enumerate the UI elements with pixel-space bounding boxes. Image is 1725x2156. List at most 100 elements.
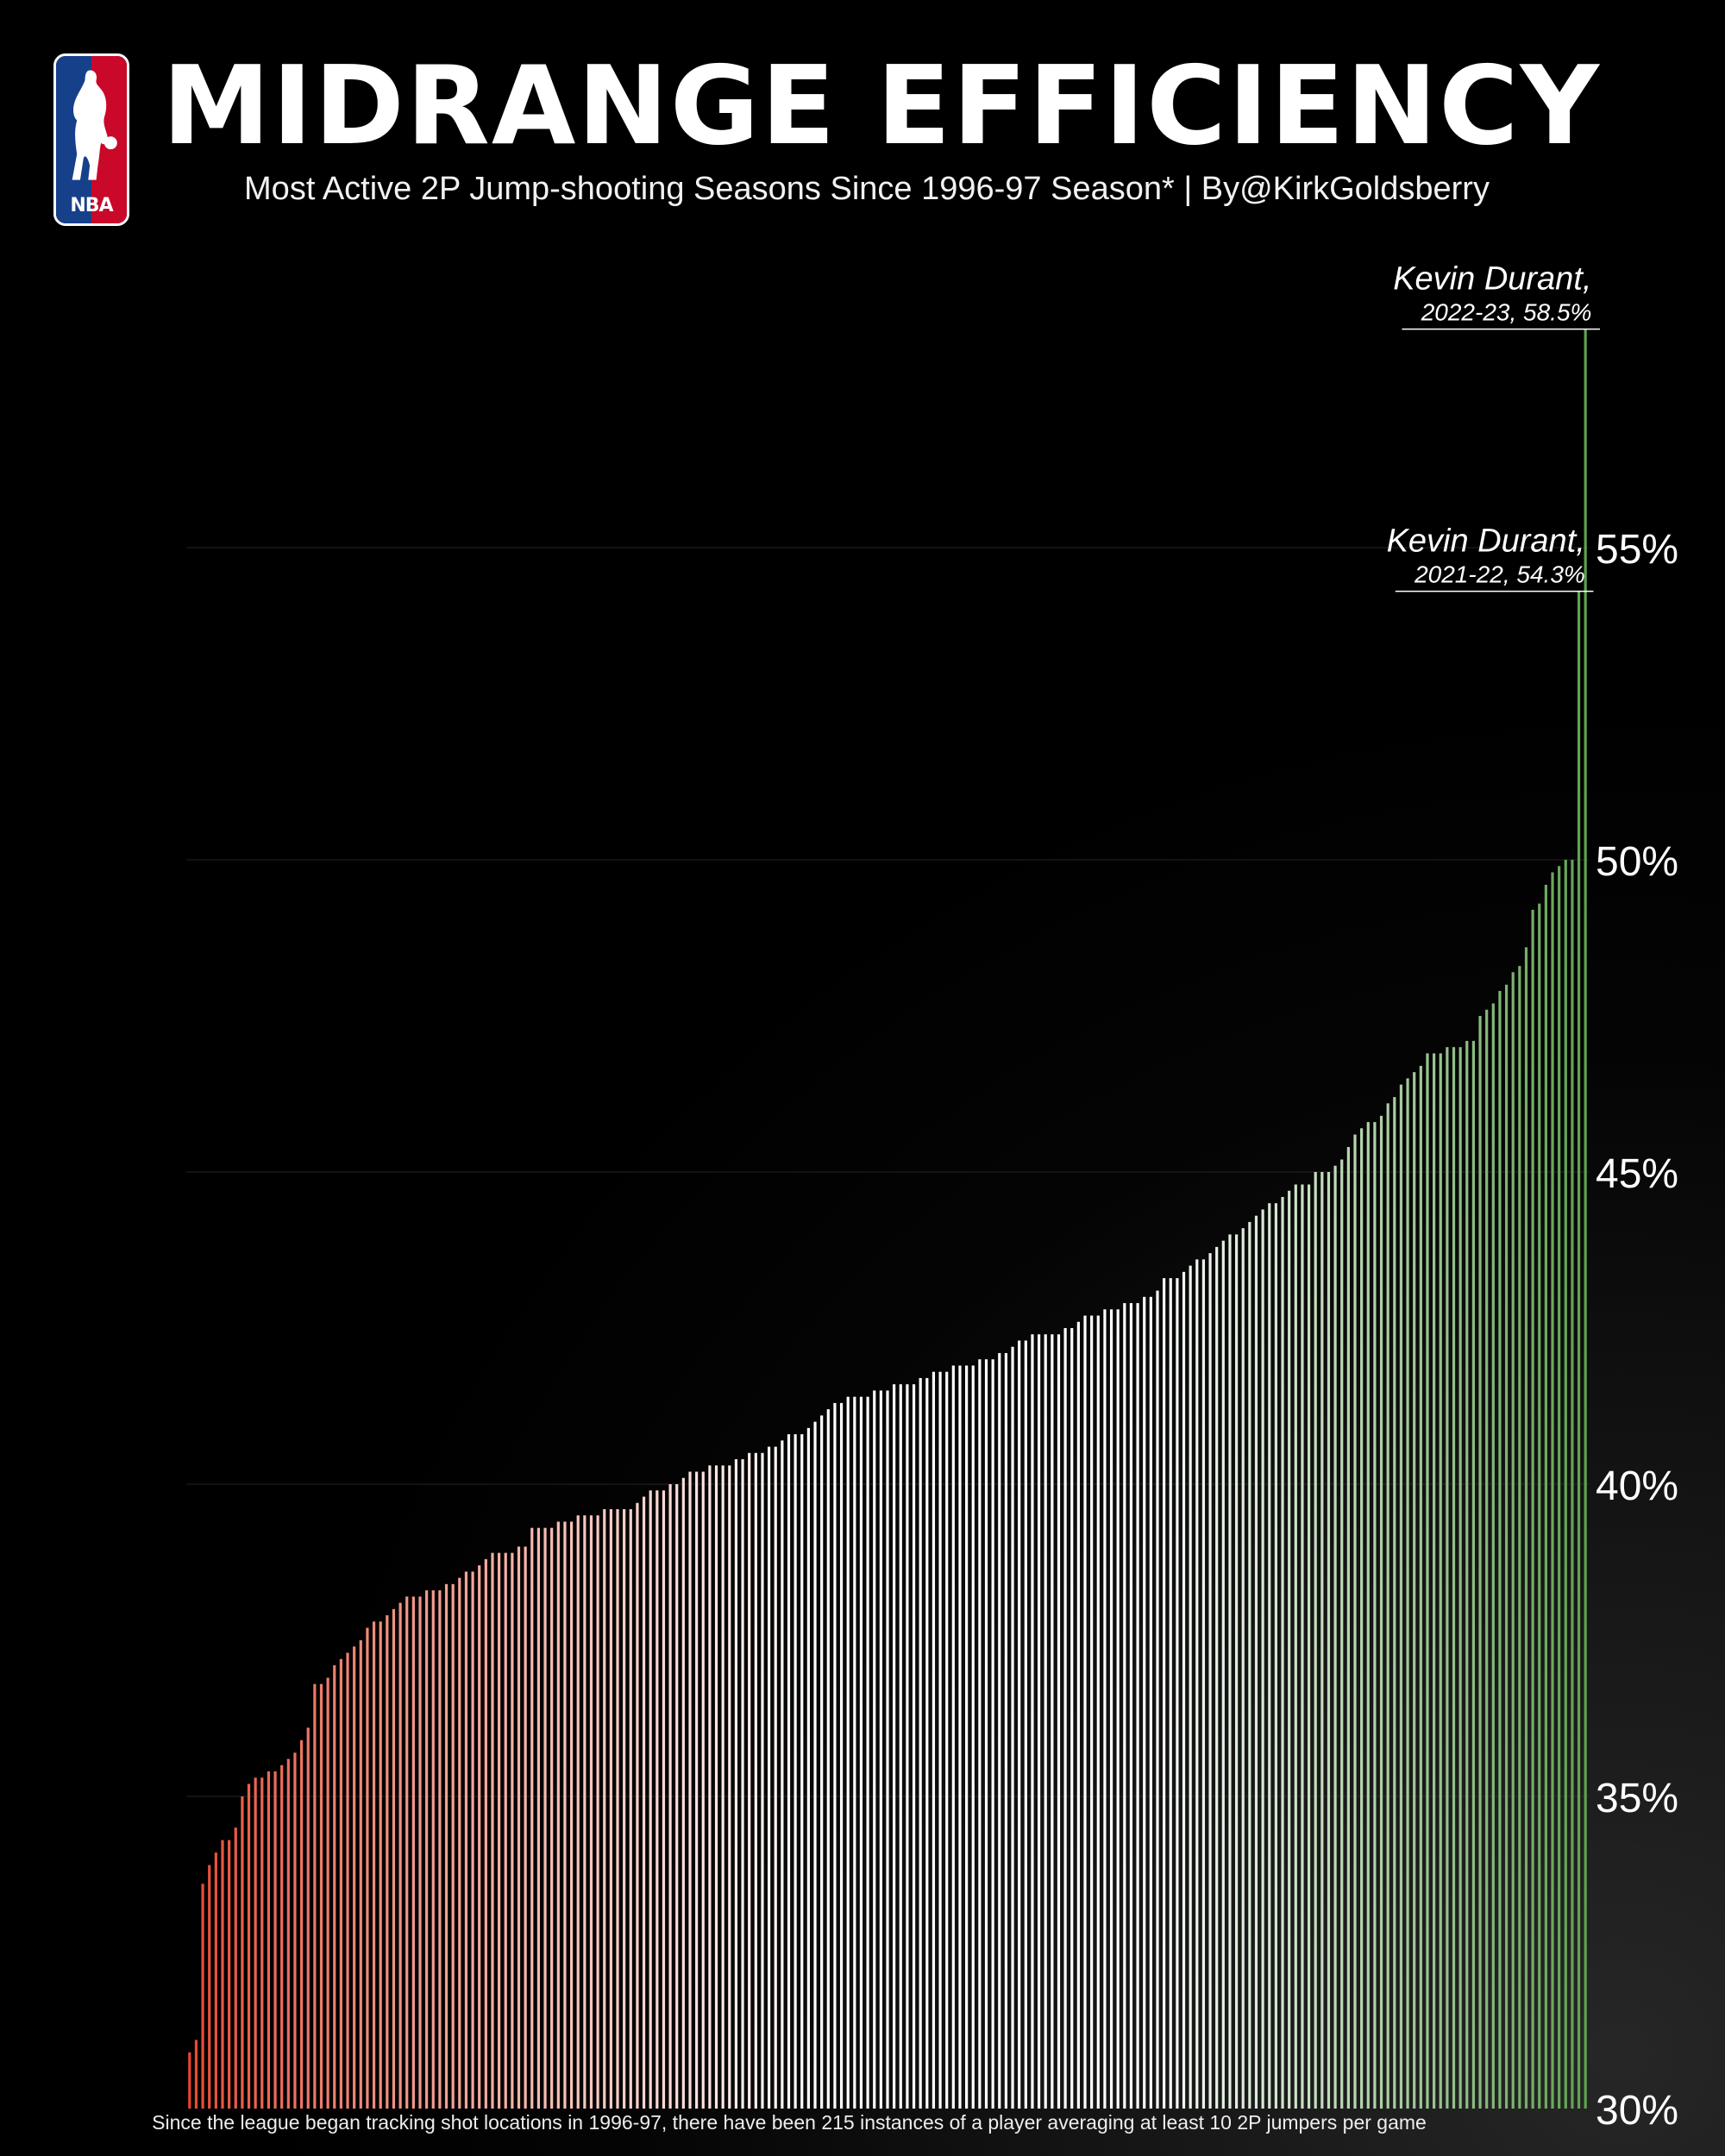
data-bar [695,1471,699,2109]
data-bar [1031,1334,1034,2109]
data-bar [984,1359,988,2109]
data-bar [444,1583,448,2109]
data-bar [511,1552,514,2109]
data-bar [1234,1234,1239,2109]
y-tick-label: 50% [1596,839,1678,885]
data-bar [879,1390,882,2109]
data-bar [319,1683,323,2109]
data-bar [616,1508,619,2109]
data-bar [228,1839,231,2109]
data-bar [188,2052,191,2109]
data-bar [326,1677,329,2109]
data-bar [1340,1159,1344,2109]
data-bar [1518,966,1521,2109]
data-bar [260,1777,264,2109]
data-bar [1189,1265,1192,2109]
data-bar [550,1527,554,2109]
data-bar [1346,1147,1350,2109]
data-bar [787,1434,791,2109]
data-bar [668,1484,672,2109]
data-bar [353,1646,356,2109]
data-bar [1090,1315,1094,2109]
data-bar [1129,1303,1133,2109]
data-bar [899,1384,902,2109]
data-bar [1458,1047,1462,2109]
data-bar [1498,991,1502,2109]
data-bar [1406,1078,1409,2109]
annotation-player-name: Kevin Durant, [1387,523,1585,560]
data-bar [431,1590,435,2109]
y-tick-label: 55% [1596,527,1678,573]
data-bar [1044,1334,1047,2109]
data-bar [774,1446,777,2109]
data-bar [1116,1309,1120,2109]
data-bar [1544,884,1547,2109]
data-bar [1433,1053,1436,2109]
data-bar [1057,1334,1061,2109]
data-bar [1471,1040,1476,2109]
data-bar [1103,1309,1107,2109]
data-bar [721,1465,724,2109]
data-bar [734,1459,738,2109]
data-bar [1268,1203,1271,2109]
data-bar [1301,1184,1304,2109]
data-bar [886,1390,889,2109]
data-bar [1399,1084,1403,2109]
data-bar [938,1371,942,2109]
data-bar [247,1783,251,2109]
data-bar [1288,1190,1291,2109]
data-bar [675,1484,679,2109]
data-bar [498,1552,501,2109]
data-bar [1564,860,1567,2109]
data-bar [1386,1103,1389,2109]
data-bar [681,1477,685,2109]
data-bar [306,1727,310,2109]
data-bar [589,1515,593,2109]
data-bar [569,1521,574,2109]
data-bar [1241,1228,1245,2109]
data-bar [1446,1047,1449,2109]
data-bar [1373,1122,1377,2109]
data-bar [241,1796,244,2109]
data-bar [1320,1172,1324,2109]
data-bar [1051,1334,1054,2109]
data-bar [596,1515,599,2109]
data-bar [536,1527,541,2109]
data-bar [820,1415,824,2109]
data-bar [1558,866,1561,2109]
data-bar [1123,1303,1126,2109]
y-tick-label: 40% [1596,1463,1678,1509]
data-bar [1070,1328,1074,2109]
data-bar [701,1471,705,2109]
data-bar [1109,1309,1113,2109]
annotation-player-name: Kevin Durant, [1393,261,1591,298]
data-bar [1261,1209,1264,2109]
data-bar [642,1496,646,2109]
data-bar [214,1852,217,2109]
data-bar [629,1508,632,2109]
data-bar [1156,1290,1159,2109]
data-bar [978,1359,982,2109]
data-bar [333,1664,336,2109]
data-bar [971,1365,975,2109]
data-bar [728,1465,731,2109]
data-bar [438,1590,442,2109]
logo-text: NBA [70,195,113,216]
data-bar [806,1427,810,2109]
data-bar [1393,1097,1396,2109]
data-bar [1143,1296,1146,2109]
data-bar [524,1546,527,2109]
data-bar [1169,1278,1172,2109]
data-bar [372,1621,376,2109]
data-bar [280,1764,284,2109]
data-bar [1314,1172,1317,2109]
data-bar [221,1839,224,2109]
y-tick-label: 45% [1596,1151,1678,1197]
data-bar [425,1590,429,2109]
data-bar [662,1490,666,2109]
data-bar [839,1402,844,2109]
data-bar [1004,1352,1008,2109]
data-bar [656,1490,659,2109]
data-bar [1024,1340,1027,2109]
data-bar [1353,1134,1357,2109]
